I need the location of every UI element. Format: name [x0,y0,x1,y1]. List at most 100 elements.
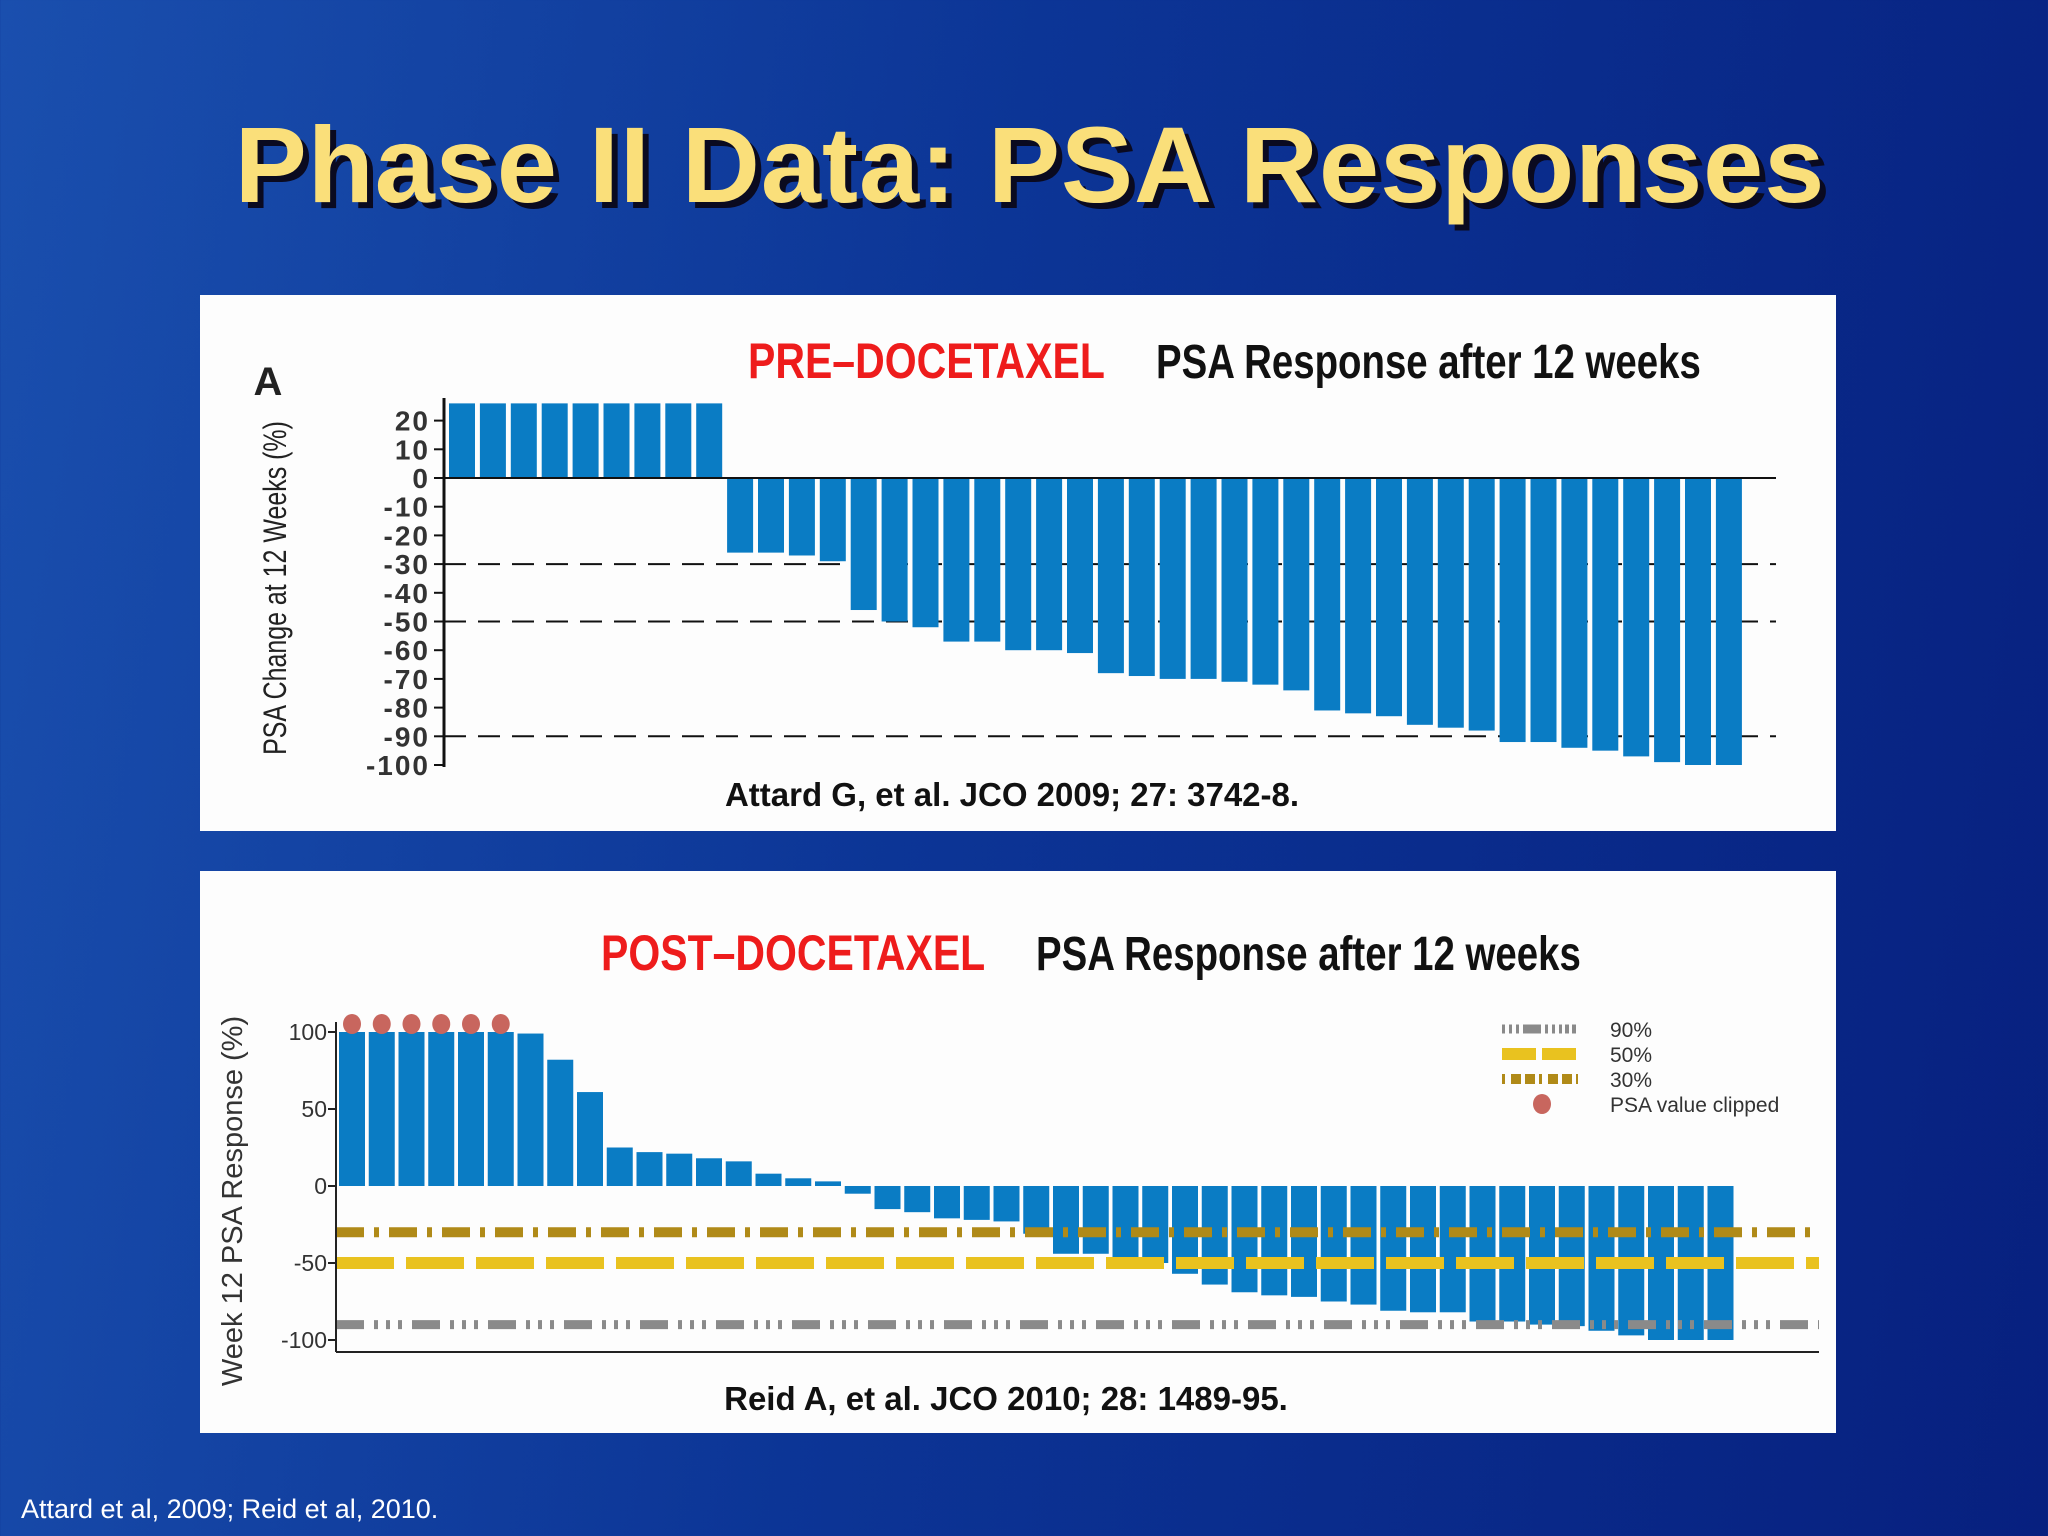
legend-label: PSA value clipped [1610,1094,1779,1117]
y-tick-label: 0 [314,1173,327,1199]
bar [487,1032,514,1186]
bar [1053,1186,1079,1254]
bar [510,403,537,478]
pre-docetaxel-chart: A PRE–DOCETAXEL PSA Response after 12 we… [254,333,1776,813]
y-tick-label: -100 [366,750,430,781]
bar [1159,478,1186,679]
bar [912,478,939,628]
bar [1283,478,1310,691]
bar [1654,478,1681,763]
bar [1350,1186,1377,1305]
panel-letter: A [254,360,283,404]
bar [1097,478,1124,674]
clipped-marker [402,1014,421,1034]
bar [1112,1186,1139,1263]
bar [577,1092,603,1186]
y-tick-label: -50 [384,607,430,638]
bar [1530,478,1557,743]
bar [1261,1186,1288,1296]
bar [1437,478,1464,728]
bar [993,1186,1020,1222]
bar [1561,478,1588,748]
bar [1067,478,1093,654]
bar [479,403,506,478]
bar [1252,478,1279,685]
legend-label: 50% [1610,1044,1652,1067]
slide-title: Phase II Data: PSA Responses [234,104,1826,225]
bar [1439,1186,1466,1313]
bar [1142,1186,1169,1263]
clipped-marker [432,1014,451,1034]
bar [785,1178,812,1186]
bar [547,1059,574,1186]
y-tick-label: 20 [395,406,430,437]
bar [1190,478,1217,679]
bar [541,403,568,478]
bar [1685,478,1711,765]
bar [1469,1186,1496,1322]
bar [572,403,599,478]
bar [1468,478,1495,731]
y-tick-label: -60 [384,635,430,666]
bar [665,403,692,478]
bar [666,1153,693,1186]
y-axis-label: Week 12 PSA Response (%) [217,1016,249,1386]
bar [727,478,754,553]
y-tick-label: -70 [384,664,430,695]
bar [881,478,908,622]
chart-title: PSA Response after 12 weeks [1156,336,1701,389]
bar [963,1186,990,1220]
legend-label: 90% [1610,1019,1652,1042]
bar [636,1152,663,1186]
clipped-marker [491,1014,510,1034]
bar [1380,1186,1407,1311]
bar [1410,1186,1436,1313]
bar [428,1032,455,1186]
chart-title: PSA Response after 12 weeks [1036,928,1581,981]
bar [1231,1186,1258,1293]
legend-label: 30% [1610,1069,1652,1092]
bar [603,403,630,478]
post-docetaxel-chart: POST–DOCETAXEL PSA Response after 12 wee… [217,925,1819,1417]
bar [458,1032,484,1186]
legend-marker-clipped [1533,1094,1551,1114]
bar [934,1186,960,1219]
bar [398,1032,425,1186]
bar [815,1181,841,1186]
bar [1406,478,1433,725]
bar [606,1147,633,1186]
bar [974,478,1001,642]
citation: Reid A, et al. JCO 2010; 28: 1489-95. [724,1380,1288,1417]
y-tick-label: 50 [301,1096,327,1122]
bar [725,1161,752,1186]
y-tick-label: -80 [384,693,430,724]
y-tick-label: -100 [281,1327,327,1353]
bar [1082,1186,1109,1254]
y-tick-label: -40 [384,578,430,609]
y-axis-label: PSA Change at 12 Weeks (%) [258,421,294,755]
bar [517,1033,544,1186]
y-tick-label: -90 [384,721,430,752]
bar [1023,1186,1050,1234]
bar [943,478,970,642]
bar [1558,1186,1585,1327]
bar [1320,1186,1347,1302]
pre-docetaxel-label: PRE–DOCETAXEL [748,333,1105,389]
bar [1291,1186,1317,1297]
y-tick-label: 10 [395,434,430,465]
clipped-marker [372,1014,391,1034]
y-tick-label: -10 [384,492,430,523]
bar [819,478,846,562]
bar [1128,478,1155,677]
footnote: Attard et al, 2009; Reid et al, 2010. [21,1494,439,1524]
y-tick-label: 0 [412,463,430,494]
bar [1005,478,1032,651]
citation: Attard G, et al. JCO 2009; 27: 3742-8. [725,776,1299,813]
bar [368,1032,395,1186]
bar [1499,1186,1526,1322]
y-tick-label: -30 [384,549,430,580]
bar [1345,478,1372,714]
y-tick-label: -20 [384,520,430,551]
bar [1376,478,1402,717]
